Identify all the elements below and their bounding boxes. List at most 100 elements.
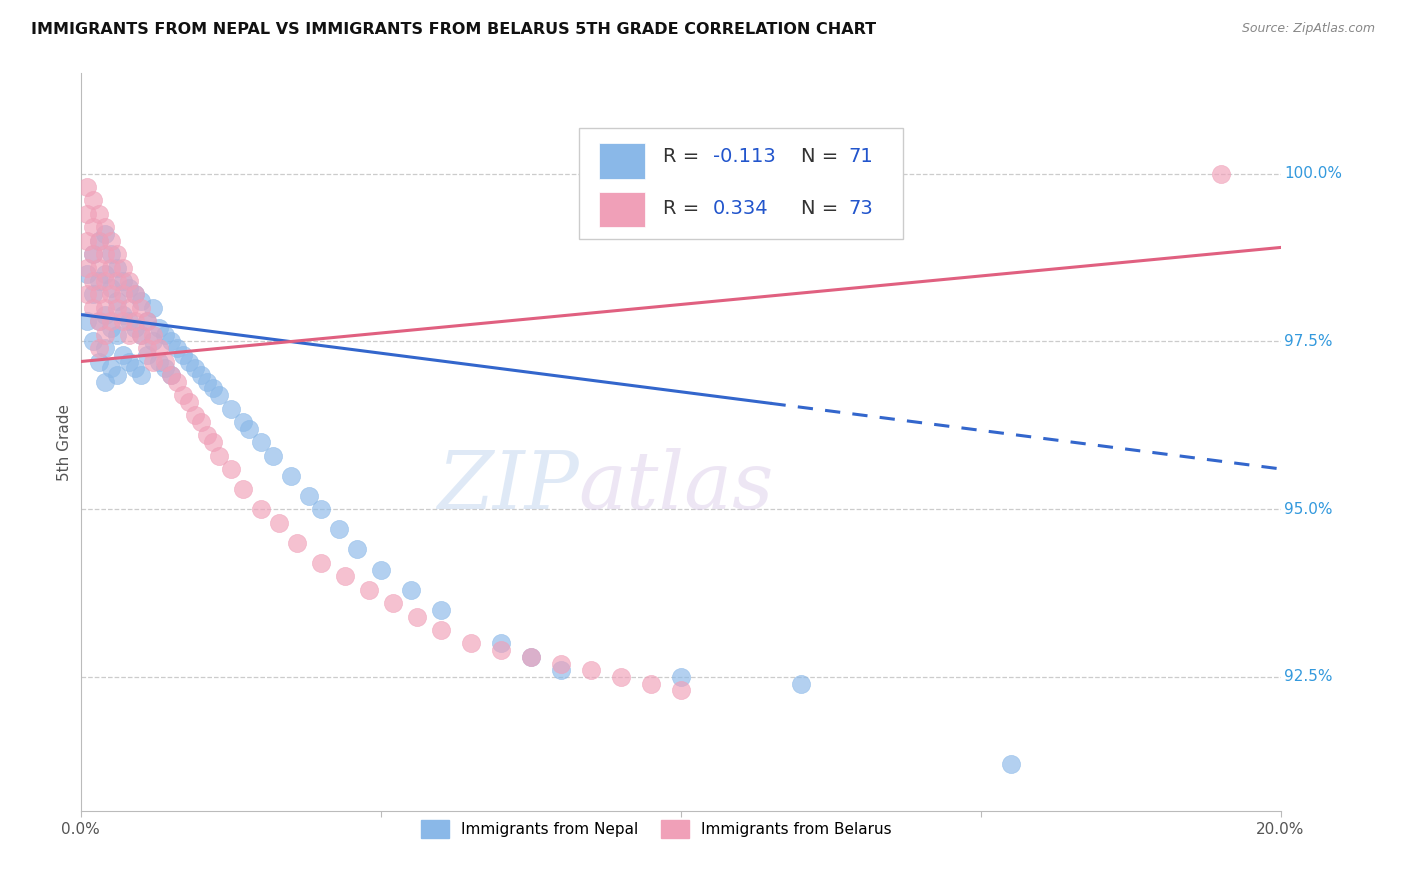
Point: [82, 247, 104, 261]
Point: [328, 522, 350, 536]
Point: [117, 274, 139, 288]
Point: [166, 375, 188, 389]
Point: [579, 663, 602, 677]
Point: [190, 368, 212, 382]
Point: [93, 341, 115, 355]
Point: [124, 287, 146, 301]
Point: [172, 388, 194, 402]
Point: [195, 375, 218, 389]
Point: [309, 502, 332, 516]
Point: [669, 670, 692, 684]
Point: [87, 207, 110, 221]
Text: R =: R =: [662, 199, 704, 218]
Point: [76, 180, 98, 194]
Point: [93, 220, 115, 235]
Point: [76, 287, 98, 301]
Point: [141, 327, 163, 342]
Point: [105, 368, 128, 382]
Point: [172, 348, 194, 362]
Text: 92.5%: 92.5%: [1284, 670, 1333, 684]
Point: [129, 368, 152, 382]
Point: [177, 354, 200, 368]
Point: [141, 354, 163, 368]
Point: [100, 314, 122, 328]
Point: [117, 354, 139, 368]
Point: [1209, 167, 1232, 181]
Point: [177, 394, 200, 409]
Point: [105, 260, 128, 275]
Point: [219, 401, 242, 416]
Point: [82, 287, 104, 301]
Point: [117, 327, 139, 342]
Text: 71: 71: [848, 147, 873, 166]
Point: [429, 623, 451, 637]
Point: [93, 227, 115, 241]
Point: [231, 482, 253, 496]
Point: [93, 308, 115, 322]
Point: [87, 234, 110, 248]
Point: [129, 327, 152, 342]
Point: [309, 556, 332, 570]
Point: [640, 676, 662, 690]
Point: [105, 327, 128, 342]
Text: R =: R =: [662, 147, 704, 166]
Point: [111, 308, 134, 322]
Point: [105, 301, 128, 315]
Text: 95.0%: 95.0%: [1284, 501, 1333, 516]
Point: [159, 368, 181, 382]
Point: [87, 260, 110, 275]
Point: [87, 314, 110, 328]
Text: N =: N =: [800, 147, 844, 166]
Point: [219, 462, 242, 476]
Point: [93, 327, 115, 342]
Point: [297, 489, 319, 503]
Point: [249, 435, 271, 450]
Point: [100, 361, 122, 376]
FancyBboxPatch shape: [599, 143, 644, 178]
Point: [129, 327, 152, 342]
Point: [93, 247, 115, 261]
Point: [789, 676, 811, 690]
Point: [76, 260, 98, 275]
Point: [129, 301, 152, 315]
Point: [207, 449, 229, 463]
Point: [82, 334, 104, 349]
Point: [124, 287, 146, 301]
Point: [238, 422, 260, 436]
Point: [141, 334, 163, 349]
Point: [166, 341, 188, 355]
Point: [669, 683, 692, 698]
Point: [1000, 757, 1022, 772]
Point: [100, 247, 122, 261]
Point: [609, 670, 631, 684]
Text: atlas: atlas: [578, 448, 773, 525]
Point: [207, 388, 229, 402]
Point: [183, 361, 205, 376]
Point: [405, 609, 427, 624]
Point: [357, 582, 380, 597]
Point: [82, 247, 104, 261]
Point: [105, 274, 128, 288]
Text: 0.334: 0.334: [713, 199, 769, 218]
Text: ZIP: ZIP: [437, 448, 578, 525]
Point: [111, 314, 134, 328]
Point: [550, 663, 572, 677]
Point: [111, 260, 134, 275]
Point: [129, 294, 152, 309]
Text: 100.0%: 100.0%: [1284, 166, 1343, 181]
Point: [280, 468, 302, 483]
Point: [87, 354, 110, 368]
Point: [285, 535, 308, 549]
Point: [489, 636, 512, 650]
Y-axis label: 5th Grade: 5th Grade: [58, 403, 72, 481]
Point: [135, 314, 157, 328]
Text: Source: ZipAtlas.com: Source: ZipAtlas.com: [1241, 22, 1375, 36]
Point: [82, 301, 104, 315]
Point: [76, 234, 98, 248]
Text: -0.113: -0.113: [713, 147, 776, 166]
Point: [135, 348, 157, 362]
Text: IMMIGRANTS FROM NEPAL VS IMMIGRANTS FROM BELARUS 5TH GRADE CORRELATION CHART: IMMIGRANTS FROM NEPAL VS IMMIGRANTS FROM…: [31, 22, 876, 37]
FancyBboxPatch shape: [578, 128, 903, 239]
Point: [105, 294, 128, 309]
Point: [159, 334, 181, 349]
